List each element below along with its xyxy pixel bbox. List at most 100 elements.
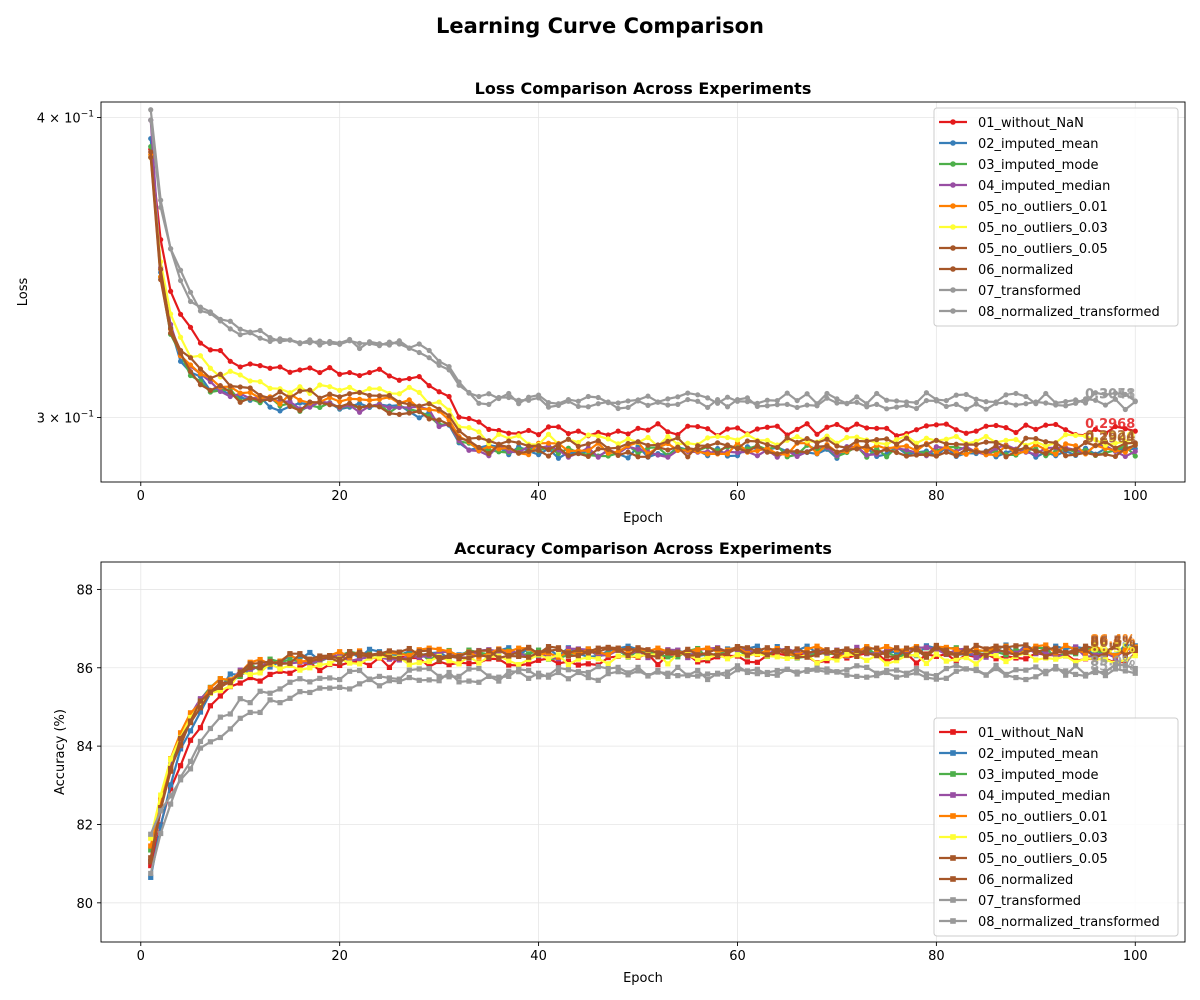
- data-point: [257, 397, 263, 404]
- data-point: [615, 449, 621, 455]
- data-point: [585, 649, 591, 655]
- data-point: [1092, 669, 1099, 676]
- data-point: [973, 396, 979, 402]
- data-point: [565, 662, 572, 668]
- data-point: [386, 654, 393, 660]
- x-tick-label: 20: [331, 949, 348, 964]
- data-point: [1073, 671, 1079, 678]
- legend-item: 05_no_outliers_0.01: [939, 810, 1108, 825]
- data-point: [615, 445, 621, 451]
- data-point: [973, 666, 979, 672]
- data-point: [1092, 437, 1099, 443]
- data-point: [953, 441, 959, 447]
- y-axis-label: Loss: [16, 278, 31, 307]
- data-point: [476, 652, 482, 658]
- data-point: [237, 671, 243, 678]
- legend-box: [933, 107, 1179, 327]
- data-point: [754, 648, 760, 654]
- data-point: [695, 673, 701, 679]
- legend-label: 08_normalized_transformed: [978, 915, 1160, 930]
- data-point: [605, 671, 611, 677]
- data-point: [1063, 668, 1069, 674]
- data-point: [794, 646, 800, 652]
- data-point: [784, 645, 790, 652]
- data-point: [257, 688, 263, 694]
- data-point: [436, 399, 442, 405]
- data-point: [913, 660, 920, 666]
- data-point: [287, 651, 293, 657]
- data-point: [327, 660, 333, 667]
- data-point: [595, 446, 601, 452]
- data-point: [645, 653, 651, 659]
- data-point: [884, 653, 890, 659]
- data-point: [456, 673, 462, 679]
- data-point: [893, 437, 900, 443]
- data-point: [257, 363, 263, 369]
- legend-marker: [950, 203, 956, 209]
- legend-label: 04_imputed_median: [978, 789, 1110, 804]
- data-point: [804, 646, 810, 652]
- data-point: [1003, 437, 1009, 443]
- data-point: [913, 665, 920, 672]
- end-label: 0.3041: [1085, 388, 1135, 403]
- data-point: [317, 395, 323, 401]
- data-point: [963, 645, 969, 651]
- data-point: [714, 652, 721, 658]
- data-point: [1023, 401, 1029, 407]
- data-point: [1033, 674, 1039, 680]
- data-point: [1053, 421, 1059, 428]
- data-point: [446, 407, 452, 413]
- data-point: [287, 399, 293, 405]
- data-point: [187, 728, 194, 734]
- data-point: [506, 649, 512, 655]
- data-point: [1102, 430, 1109, 436]
- data-point: [466, 649, 472, 656]
- data-point: [426, 677, 432, 683]
- data-point: [456, 414, 462, 420]
- data-point: [287, 369, 293, 375]
- data-point: [575, 450, 581, 457]
- data-point: [993, 400, 999, 406]
- data-point: [356, 405, 363, 411]
- data-point: [615, 645, 621, 651]
- data-point: [943, 436, 949, 442]
- data-point: [595, 649, 601, 655]
- data-point: [197, 738, 204, 745]
- data-point: [575, 647, 581, 653]
- data-point: [814, 643, 820, 649]
- data-point: [794, 404, 800, 411]
- data-point: [1102, 649, 1109, 655]
- data-point: [903, 435, 910, 441]
- data-point: [973, 441, 979, 448]
- data-point: [1082, 650, 1089, 656]
- data-point: [724, 673, 731, 679]
- legend-item: 01_without_NaN: [939, 116, 1084, 131]
- data-point: [1082, 433, 1089, 439]
- data-point: [187, 710, 194, 716]
- y-tick-label: 88: [76, 583, 93, 598]
- data-point: [1122, 662, 1128, 669]
- data-point: [1092, 443, 1099, 449]
- data-point: [734, 437, 741, 443]
- y-tick-label: 82: [76, 818, 93, 833]
- data-point: [177, 334, 184, 340]
- data-point: [655, 421, 661, 427]
- data-point: [1122, 406, 1128, 413]
- data-point: [585, 661, 591, 667]
- data-point: [466, 415, 472, 422]
- data-point: [864, 650, 870, 656]
- data-point: [933, 422, 939, 428]
- data-point: [426, 383, 432, 389]
- data-point: [595, 652, 601, 658]
- data-point: [1073, 649, 1079, 656]
- data-point: [1043, 654, 1049, 660]
- data-point: [724, 442, 731, 448]
- legend-item: 03_imputed_mode: [939, 158, 1099, 173]
- data-point: [496, 394, 502, 401]
- legend-item: 07_transformed: [939, 284, 1081, 299]
- data-point: [963, 430, 969, 436]
- data-point: [665, 661, 671, 667]
- legend-box: [933, 717, 1179, 937]
- legend-item: 01_without_NaN: [939, 726, 1084, 741]
- data-point: [277, 336, 283, 342]
